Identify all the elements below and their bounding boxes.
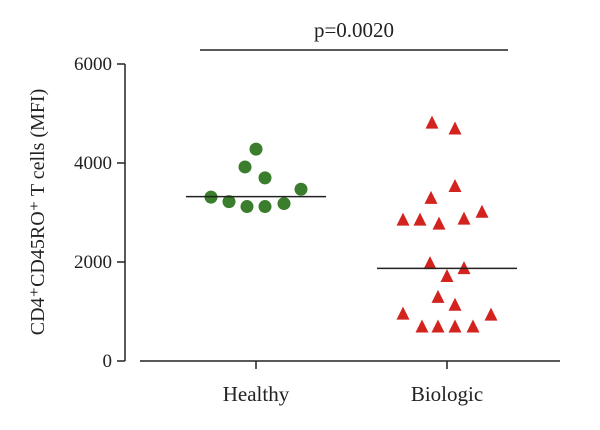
axes: 0 2000 4000 6000 Healthy Biologic (74, 54, 560, 406)
x-category-label: Biologic (411, 382, 483, 406)
biologic-point (457, 211, 471, 225)
biologic-point (448, 178, 462, 192)
mean-lines (186, 195, 517, 270)
biologic-point (484, 307, 498, 321)
y-axis-title: CD4⁺CD45RO⁺ T cells (MFI) (27, 89, 49, 336)
healthy-point (240, 200, 254, 214)
biologic-point (466, 319, 480, 333)
biologic-point (431, 289, 445, 303)
biologic-point (423, 256, 437, 270)
biologic-point (448, 121, 462, 135)
biologic-point (396, 306, 410, 320)
biologic-point (448, 319, 462, 333)
healthy-point (294, 182, 308, 196)
biologic-point (475, 204, 489, 218)
p-value-label: p=0.0020 (314, 18, 394, 42)
biologic-point (424, 190, 438, 204)
biologic-point (432, 216, 446, 230)
biologic-point (396, 212, 410, 226)
healthy-point (249, 142, 263, 156)
healthy-point (222, 195, 236, 209)
y-tick-label: 2000 (74, 252, 112, 273)
y-tick-label: 6000 (74, 54, 112, 75)
biologic-point (413, 212, 427, 226)
y-tick-label: 4000 (74, 153, 112, 174)
data-points (204, 115, 498, 333)
y-tick-label: 0 (103, 351, 113, 372)
healthy-point (238, 160, 252, 174)
biologic-point (415, 319, 429, 333)
significance-annotation: p=0.0020 (200, 18, 508, 51)
healthy-point (277, 197, 291, 211)
healthy-point (258, 200, 272, 214)
biologic-point (425, 115, 439, 129)
biologic-point (440, 269, 454, 283)
biologic-point (457, 261, 471, 275)
healthy-point (258, 171, 272, 185)
x-category-label: Healthy (223, 382, 290, 406)
biologic-point (431, 319, 445, 333)
biologic-point (448, 297, 462, 311)
